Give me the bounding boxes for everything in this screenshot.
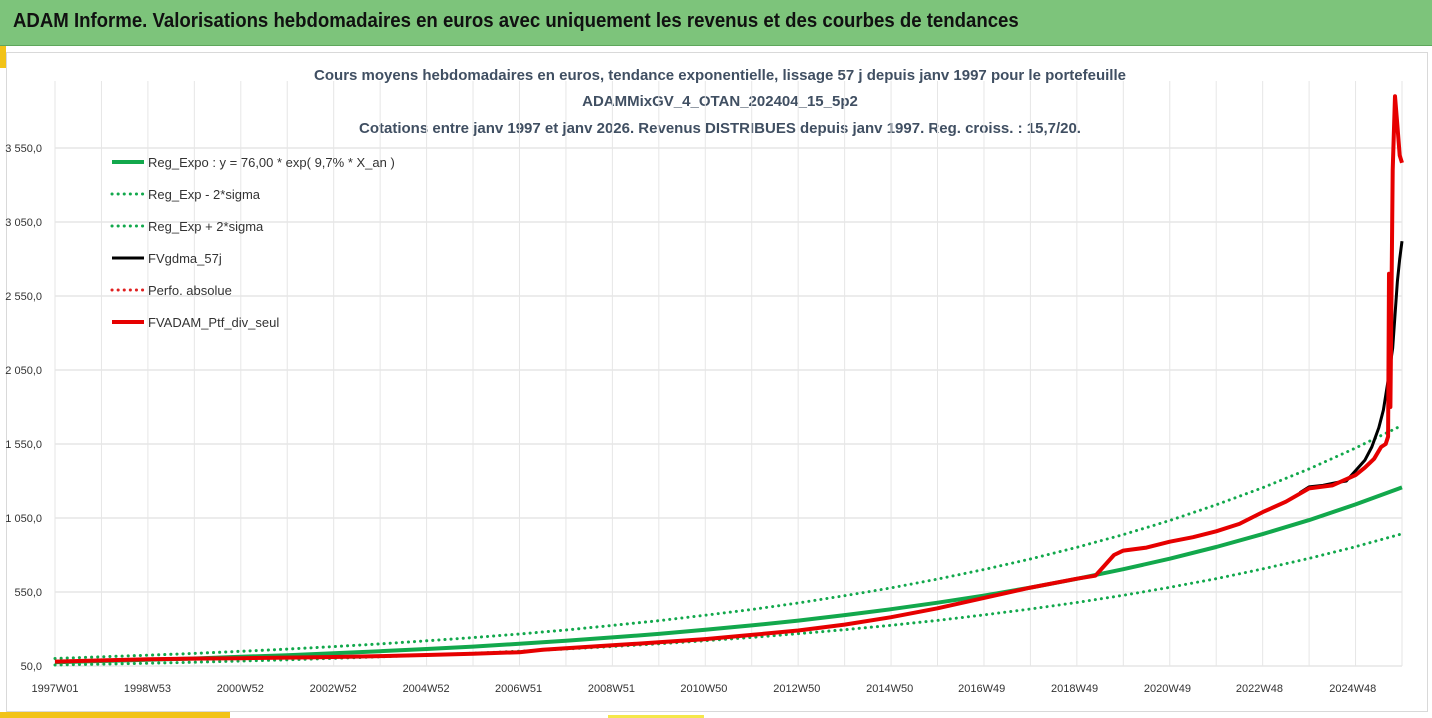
legend-label-fvgdma-57j: FVgdma_57j (148, 251, 222, 266)
x-tick-label: 2024W48 (1329, 683, 1376, 695)
y-tick-label: 550,0 (14, 587, 42, 599)
x-tick-label: 2000W52 (217, 683, 264, 695)
y-tick-label: 2 050,0 (5, 365, 42, 377)
series-line-reg-expo (54, 485, 1403, 665)
legend-label-fvadam-ptf-div-seul: FVADAM_Ptf_div_seul (148, 315, 279, 330)
legend-label-reg-expo: Reg_Expo : y = 76,00 * exp( 9,7% * X_an … (148, 155, 395, 170)
legend-label-reg-exp-plus-2sigma: Reg_Exp + 2*sigma (148, 219, 264, 234)
y-tick-label: 50,0 (21, 661, 42, 673)
x-tick-label: 2012W50 (773, 683, 820, 695)
x-tick-label: 2010W50 (680, 683, 727, 695)
chart-titles: Cours moyens hebdomadaires en euros, ten… (314, 67, 1126, 137)
x-tick-label: 1997W01 (31, 683, 78, 695)
legend-label-reg-exp-minus-2sigma: Reg_Exp - 2*sigma (148, 187, 261, 202)
x-tick-label: 2004W52 (403, 683, 450, 695)
y-tick-label: 3 550,0 (5, 143, 42, 155)
y-tick-label: 1 050,0 (5, 513, 42, 525)
page-title: ADAM Informe. Valorisations hebdomadaire… (13, 10, 1019, 32)
x-axis-labels: 1997W01 1998W53 2000W52 2002W52 2004W52 2006W… (31, 683, 1376, 695)
series-line-reg-exp-minus-2sigma (53, 532, 1404, 667)
y-tick-label: 3 050,0 (5, 217, 42, 229)
header-banner: ADAM Informe. Valorisations hebdomadaire… (0, 0, 1432, 46)
series-line-reg-exp-plus-2sigma (53, 423, 1404, 660)
accent-bar-top (0, 46, 6, 68)
chart-legend: Reg_Expo : y = 76,00 * exp( 9,7% * X_an … (110, 155, 395, 330)
x-tick-label: 2018W49 (1051, 683, 1098, 695)
x-tick-label: 2002W52 (310, 683, 357, 695)
x-tick-label: 1998W53 (124, 683, 171, 695)
x-tick-label: 2020W49 (1144, 683, 1191, 695)
chart-title-line-1: Cours moyens hebdomadaires en euros, ten… (314, 67, 1126, 84)
x-tick-label: 2006W51 (495, 683, 542, 695)
chart-title-line-2: ADAMMixGV_4_OTAN_202404_15_5p2 (582, 93, 858, 110)
y-tick-label: 1 550,0 (5, 439, 42, 451)
x-tick-label: 2016W49 (958, 683, 1005, 695)
x-tick-label: 2022W48 (1236, 683, 1283, 695)
accent-bar-bottom-secondary (608, 715, 704, 718)
x-tick-label: 2014W50 (866, 683, 913, 695)
plot-area (53, 94, 1404, 667)
accent-bar-bottom (0, 712, 230, 718)
x-tick-label: 2008W51 (588, 683, 635, 695)
y-axis-labels: 50,0 550,0 1 050,0 1 550,0 2 050,0 2 550,0 3 0… (5, 143, 42, 673)
series-line-fvadam-ptf-div-seul (54, 94, 1404, 664)
y-tick-label: 2 550,0 (5, 291, 42, 303)
legend-label-perfo-absolue: Perfo. absolue (148, 283, 232, 298)
chart-title-line-3: Cotations entre janv 1997 et janv 2026. … (359, 120, 1081, 137)
chart-frame (6, 52, 1428, 712)
